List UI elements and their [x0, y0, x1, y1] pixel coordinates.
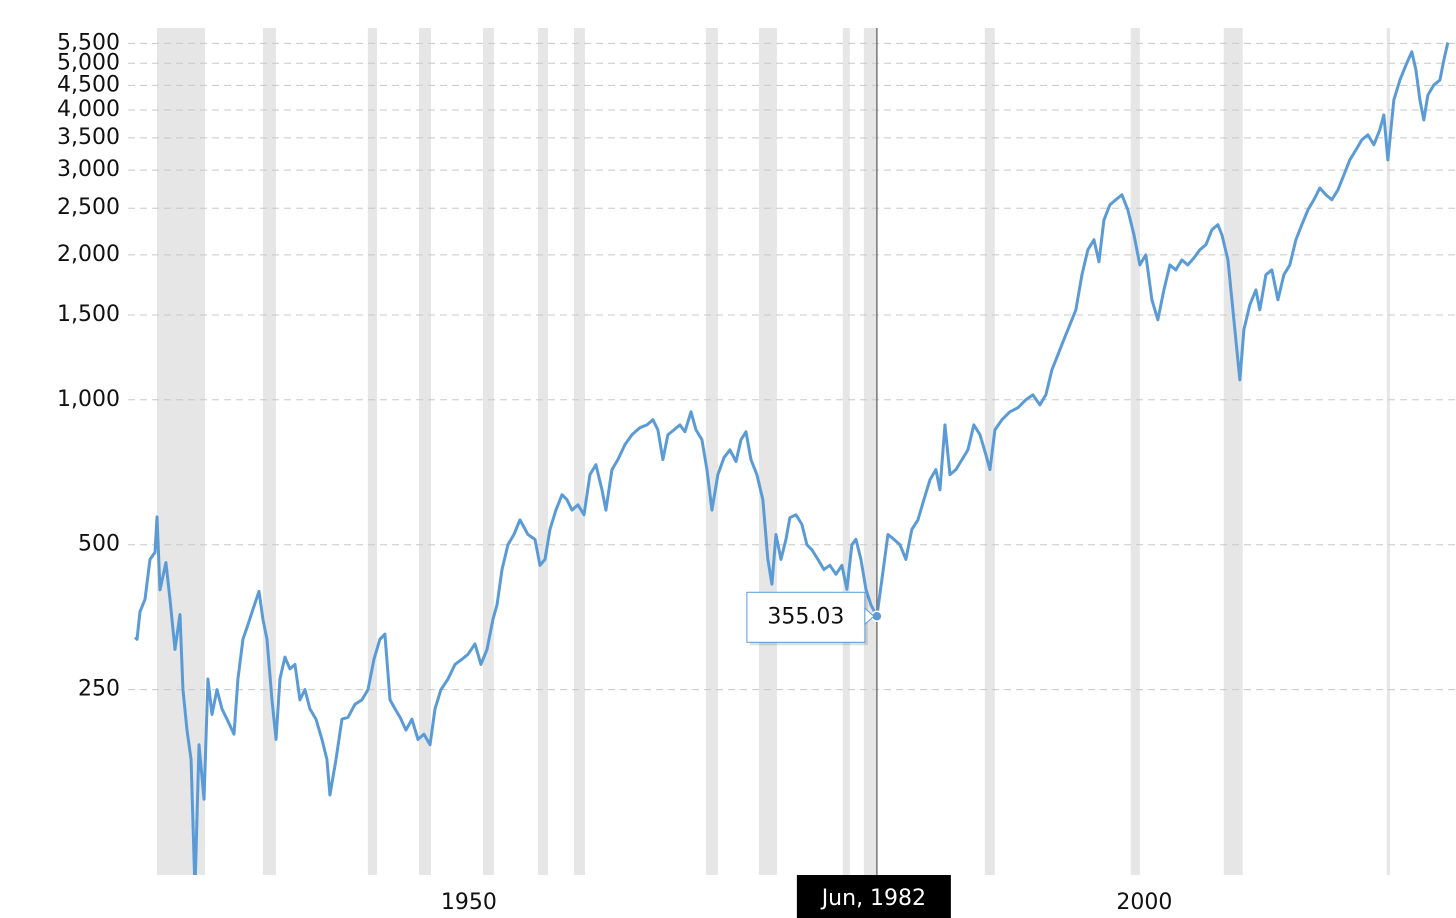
y-tick-label: 4,500: [57, 72, 120, 97]
y-tick-label: 2,500: [57, 195, 120, 220]
recession-band: [705, 28, 718, 875]
y-tick-label: 3,500: [57, 125, 120, 150]
y-tick-label: 2,000: [57, 242, 120, 267]
x-tick-label: 2000: [1116, 890, 1172, 915]
recession-band: [842, 28, 850, 875]
price-line: [133, 42, 1450, 875]
recession-band: [157, 28, 205, 875]
recession-band: [574, 28, 585, 875]
recession-band: [367, 28, 377, 875]
recession-band: [1223, 28, 1243, 875]
plot-area: [133, 42, 1450, 875]
crosshair-label-box: [796, 875, 951, 918]
y-tick-label: 5,000: [57, 50, 120, 75]
y-tick-label: 500: [78, 532, 120, 557]
crosshair-label: Jun, 1982: [820, 886, 926, 911]
x-tick-label: 1950: [441, 890, 497, 915]
recession-band: [1386, 28, 1390, 875]
y-tick-label: 250: [78, 677, 120, 702]
recession-bands: [157, 28, 1390, 875]
y-tick-label: 5,500: [57, 30, 120, 55]
recession-band: [262, 28, 276, 875]
recession-band: [863, 28, 877, 875]
recession-band: [418, 28, 431, 875]
recession-band: [1130, 28, 1140, 875]
recession-band: [482, 28, 494, 875]
tooltip-value: 355.03: [767, 604, 844, 629]
overlay: 355.03 Jun, 1982: [746, 28, 951, 918]
recession-band: [984, 28, 995, 875]
y-tick-label: 1,000: [57, 387, 120, 412]
tooltip-pointer: [864, 607, 875, 626]
recession-band: [758, 28, 777, 875]
y-tick-label: 4,000: [57, 97, 120, 122]
grid: 250 500 1,000 1,500 2,000 2,500 3,000 3,500 4,00…: [57, 30, 1456, 915]
y-tick-label: 1,500: [57, 302, 120, 327]
recession-band: [537, 28, 548, 875]
y-tick-label: 3,000: [57, 157, 120, 182]
